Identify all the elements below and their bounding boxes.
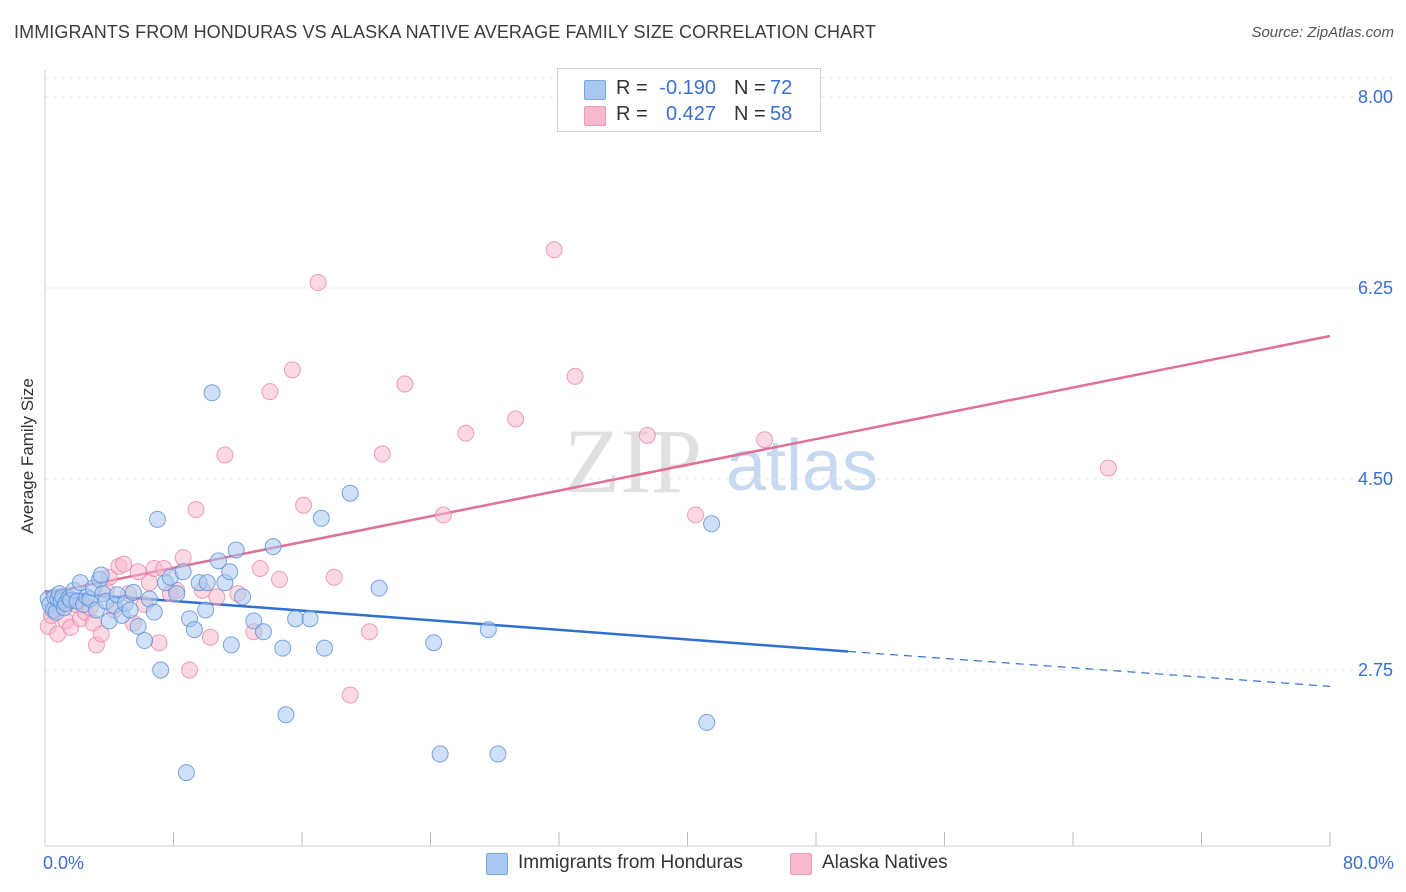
honduras-point bbox=[341, 484, 359, 502]
honduras-point bbox=[277, 706, 295, 724]
honduras-point bbox=[124, 584, 142, 602]
honduras-point bbox=[222, 636, 240, 654]
alaska-native-point bbox=[187, 501, 205, 519]
honduras-point bbox=[234, 588, 252, 606]
x-tick-label: 0.0% bbox=[43, 853, 84, 873]
honduras-point bbox=[197, 601, 215, 619]
honduras-point bbox=[168, 585, 186, 603]
alaska-native-point bbox=[216, 446, 234, 464]
r-value: -0.190 bbox=[659, 77, 716, 99]
stats-legend-row-alaska: R = 0.427 N = 58 bbox=[558, 101, 820, 127]
honduras-point bbox=[227, 541, 245, 559]
stats-legend-row-honduras: R = -0.190 N = 72 bbox=[558, 75, 820, 101]
honduras-point bbox=[203, 384, 221, 402]
honduras-point bbox=[425, 634, 443, 652]
chart-title: IMMIGRANTS FROM HONDURAS VS ALASKA NATIV… bbox=[14, 22, 877, 42]
source-note: Source: ZipAtlas.com bbox=[1251, 24, 1394, 41]
alaska-native-point bbox=[507, 410, 525, 428]
alaska-native-point bbox=[341, 686, 359, 704]
honduras-point bbox=[698, 713, 716, 731]
legend-label: Immigrants from Honduras bbox=[518, 852, 743, 873]
y-tick-label: 8.00 bbox=[1358, 87, 1393, 107]
alaska-native-point bbox=[92, 625, 110, 643]
honduras-point bbox=[121, 601, 139, 619]
honduras-point bbox=[129, 617, 147, 635]
alaska-native-point bbox=[283, 361, 301, 379]
honduras-point bbox=[152, 661, 170, 679]
alaska-native-point bbox=[140, 574, 158, 592]
y-tick-label: 6.25 bbox=[1358, 278, 1393, 298]
alaska-native-point bbox=[360, 623, 378, 641]
honduras-point bbox=[315, 639, 333, 657]
alaska-swatch bbox=[584, 106, 606, 126]
alaska-native-point bbox=[434, 506, 452, 524]
honduras-point bbox=[312, 509, 330, 527]
honduras-point bbox=[209, 552, 227, 570]
honduras-point bbox=[148, 510, 166, 528]
alaska-native-point bbox=[181, 661, 199, 679]
alaska-legend-swatch bbox=[790, 853, 812, 875]
honduras-point bbox=[254, 623, 272, 641]
honduras-point bbox=[431, 745, 449, 763]
alaska-native-trend-line bbox=[44, 334, 1331, 595]
honduras-point bbox=[370, 579, 388, 597]
alaska-native-point bbox=[201, 628, 219, 646]
n-value: 58 bbox=[770, 103, 793, 125]
honduras-point bbox=[185, 621, 203, 639]
r-label: R = bbox=[616, 103, 648, 125]
alaska-native-point bbox=[174, 549, 192, 567]
alaska-native-point bbox=[756, 431, 774, 449]
honduras-legend-swatch bbox=[486, 853, 508, 875]
honduras-point bbox=[264, 538, 282, 556]
alaska-native-point bbox=[251, 559, 269, 577]
alaska-native-point bbox=[309, 274, 327, 292]
honduras-point bbox=[301, 610, 319, 628]
honduras-point bbox=[174, 563, 192, 581]
alaska-native-point bbox=[373, 445, 391, 463]
alaska-native-point bbox=[261, 383, 279, 401]
watermark-zip: ZIP bbox=[564, 410, 702, 512]
n-label: N = bbox=[734, 103, 766, 125]
alaska-native-point bbox=[208, 588, 226, 606]
y-tick-label: 4.50 bbox=[1358, 469, 1393, 489]
honduras-point bbox=[703, 515, 721, 533]
alaska-native-point bbox=[687, 506, 705, 524]
alaska-native-point bbox=[150, 634, 168, 652]
honduras-point bbox=[245, 612, 263, 630]
alaska-native-point bbox=[566, 367, 584, 385]
honduras-swatch bbox=[584, 80, 606, 100]
alaska-native-point bbox=[295, 496, 313, 514]
honduras-point bbox=[136, 632, 154, 650]
y-tick-label: 2.75 bbox=[1358, 660, 1393, 680]
honduras-point bbox=[274, 639, 292, 657]
honduras-trend-extension bbox=[848, 650, 1331, 687]
r-value: 0.427 bbox=[665, 103, 716, 125]
r-label: R = bbox=[616, 77, 648, 99]
watermark-atlas: atlas bbox=[726, 426, 878, 506]
alaska-native-point bbox=[545, 241, 563, 259]
alaska-native-point bbox=[1099, 459, 1117, 477]
alaska-native-point bbox=[129, 563, 147, 581]
honduras-point bbox=[489, 745, 507, 763]
alaska-native-point bbox=[271, 570, 289, 588]
honduras-point bbox=[221, 563, 239, 581]
n-value: 72 bbox=[770, 77, 793, 99]
x-tick-label: 80.0% bbox=[1343, 853, 1394, 873]
alaska-native-point bbox=[457, 424, 475, 442]
alaska-native-point bbox=[396, 375, 414, 393]
honduras-point bbox=[287, 610, 305, 628]
honduras-point bbox=[198, 574, 216, 592]
legend-label: Alaska Natives bbox=[822, 852, 948, 873]
stats-legend: R = -0.190 N = 72 R = 0.427 N = 58 bbox=[557, 68, 821, 132]
honduras-point bbox=[92, 566, 110, 584]
honduras-point bbox=[145, 603, 163, 621]
n-label: N = bbox=[734, 77, 766, 99]
alaska-native-point bbox=[325, 568, 343, 586]
honduras-point bbox=[177, 764, 195, 782]
alaska-native-point bbox=[115, 555, 133, 573]
alaska-native-point bbox=[638, 426, 656, 444]
series-legend: Immigrants from Honduras Alaska Natives bbox=[0, 852, 1406, 878]
honduras-point bbox=[479, 621, 497, 639]
